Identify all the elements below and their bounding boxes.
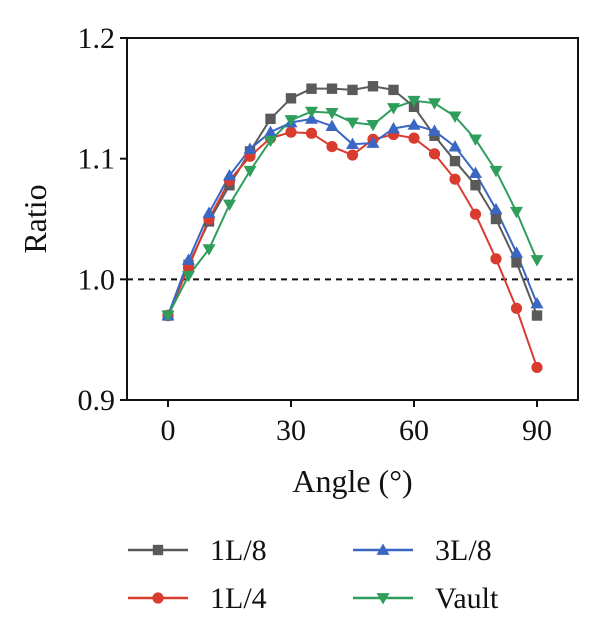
data-point-vault [182, 270, 195, 283]
y-tick-label: 1.1 [78, 143, 116, 176]
data-point-1l-8 [265, 113, 276, 125]
legend-label-1l-8: 1L/8 [210, 534, 267, 567]
data-point-3l-8 [264, 125, 277, 137]
legend-label-3l-8: 3L/8 [435, 534, 492, 567]
data-point-1l-8 [326, 83, 338, 94]
data-point-1l-8 [285, 93, 297, 104]
legend: 1L/8 1L/4 3L/8 Vault [128, 534, 499, 615]
data-point-1l-8 [367, 81, 379, 92]
data-point-vault [161, 310, 175, 323]
series-line-vault [167, 99, 538, 316]
data-point-3l-8 [489, 202, 503, 215]
data-point-vault [366, 120, 380, 132]
data-point-vault [489, 165, 503, 178]
data-point-vault [264, 135, 277, 148]
data-point-3l-8 [387, 122, 400, 134]
data-point-3l-8 [448, 140, 462, 152]
y-tick-label: 0.9 [78, 384, 116, 417]
data-point-1l-4 [285, 126, 297, 138]
data-point-vault [448, 111, 462, 123]
data-point-1l-4 [469, 208, 482, 220]
data-point-3l-8 [366, 136, 380, 148]
data-point-vault [325, 107, 339, 120]
data-point-1l-8 [306, 83, 317, 94]
data-point-1l-4 [490, 253, 502, 265]
data-point-3l-8 [202, 206, 216, 218]
data-point-vault [284, 115, 298, 127]
data-point-1l-4 [326, 141, 338, 153]
data-point-vault [428, 98, 441, 110]
data-point-vault [243, 165, 257, 178]
plot-area [126, 37, 579, 401]
data-point-3l-8 [428, 124, 441, 136]
data-point-1l-4 [408, 132, 420, 144]
x-axis-label: Angle (°) [292, 463, 412, 499]
data-point-vault [530, 255, 544, 267]
data-point-1l-8 [388, 84, 399, 96]
data-point-vault [407, 95, 421, 108]
data-point-3l-8 [223, 169, 236, 181]
x-tick-label: 0 [161, 414, 176, 447]
data-point-3l-8 [346, 137, 359, 150]
series-line-1l-4 [167, 131, 538, 368]
data-point-1l-4 [449, 173, 461, 185]
x-tick-label: 90 [522, 414, 552, 447]
data-point-1l-4 [346, 149, 359, 161]
data-point-vault [202, 244, 216, 256]
data-point-1l-4 [428, 148, 441, 160]
x-tick-label: 30 [276, 414, 306, 447]
data-point-1l-8 [449, 155, 461, 167]
data-point-1l-8 [470, 180, 481, 191]
legend-marker-vault [376, 593, 390, 605]
data-point-1l-8 [347, 84, 358, 96]
legend-marker-3l-8 [376, 543, 390, 555]
data-point-3l-8 [325, 119, 339, 131]
data-point-vault [469, 134, 482, 146]
y-axis-label: Ratio [17, 184, 53, 253]
data-point-3l-8 [182, 253, 195, 265]
data-point-1l-4 [305, 127, 318, 139]
data-point-1l-4 [510, 302, 523, 314]
data-point-1l-8 [531, 310, 543, 321]
data-point-1l-8 [511, 257, 522, 268]
data-point-3l-8 [530, 296, 544, 309]
y-tick-label: 1.0 [78, 263, 116, 296]
data-point-1l-8 [490, 213, 502, 225]
legend-label-vault: Vault [435, 582, 499, 615]
legend-label-1l-4: 1L/4 [210, 582, 267, 615]
data-point-3l-8 [469, 166, 482, 179]
data-point-vault [346, 117, 359, 129]
data-point-vault [305, 106, 318, 119]
data-point-3l-8 [407, 118, 421, 130]
data-point-1l-4 [531, 361, 543, 374]
data-point-vault [223, 199, 236, 212]
data-point-vault [510, 206, 523, 219]
data-point-3l-8 [510, 246, 523, 258]
x-tick-label: 60 [399, 414, 429, 447]
y-tick-label: 1.2 [78, 22, 116, 55]
data-point-vault [387, 103, 400, 115]
legend-marker-1l-4 [152, 592, 164, 604]
data-point-3l-8 [243, 142, 257, 154]
legend-marker-1l-8 [152, 544, 164, 556]
